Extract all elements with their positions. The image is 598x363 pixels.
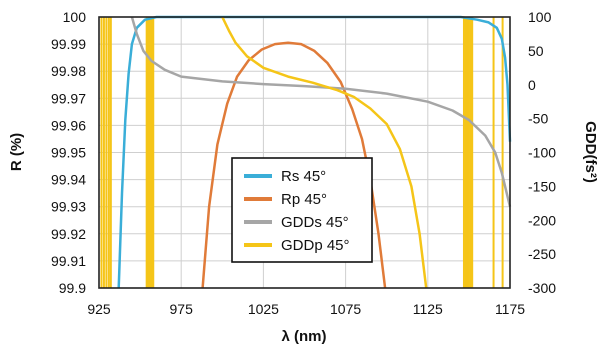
y-right-tick-label: -200 bbox=[528, 212, 556, 228]
plot-frame bbox=[98, 16, 511, 289]
legend-label: GDDs 45° bbox=[281, 214, 349, 231]
y-right-tick-label: 100 bbox=[528, 9, 552, 25]
y-left-tick-label: 99.96 bbox=[51, 117, 86, 133]
y-left-tick-label: 100 bbox=[63, 9, 87, 25]
legend-label: Rs 45° bbox=[281, 168, 326, 185]
y-left-tick-label: 99.98 bbox=[51, 63, 86, 79]
x-tick-label: 925 bbox=[87, 301, 111, 317]
y-right-axis-label: GDD(fs²) bbox=[582, 121, 598, 183]
x-tick-label: 1075 bbox=[330, 301, 361, 317]
y-left-axis-label: R (%) bbox=[8, 133, 25, 171]
y-left-tick-label: 99.91 bbox=[51, 253, 86, 269]
y-left-tick-label: 99.92 bbox=[51, 226, 86, 242]
y-right-tick-label: 50 bbox=[528, 43, 544, 59]
resonance-bands bbox=[100, 17, 504, 288]
legend-label: Rp 45° bbox=[281, 191, 327, 208]
y-left-tick-label: 99.9 bbox=[59, 280, 86, 296]
y-left-tick-label: 99.99 bbox=[51, 36, 86, 52]
y-right-tick-label: 0 bbox=[528, 77, 536, 93]
y-left-tick-label: 99.97 bbox=[51, 90, 86, 106]
y-right-tick-label: -250 bbox=[528, 246, 556, 262]
y-left-tick-label: 99.94 bbox=[51, 172, 86, 188]
x-tick-label: 1175 bbox=[495, 301, 525, 317]
series-line bbox=[221, 16, 428, 289]
x-tick-label: 1025 bbox=[248, 301, 279, 317]
y-right-tick-label: -100 bbox=[528, 145, 556, 161]
x-tick-label: 975 bbox=[170, 301, 194, 317]
legend-label: GDDp 45° bbox=[281, 237, 350, 254]
y-left-tick-label: 99.93 bbox=[51, 199, 86, 215]
y-right-tick-label: -300 bbox=[528, 280, 556, 296]
x-axis-label: λ (nm) bbox=[282, 328, 327, 345]
x-tick-label: 1125 bbox=[413, 301, 443, 317]
series-line bbox=[201, 41, 387, 289]
y-right-tick-label: -150 bbox=[528, 178, 556, 194]
y-left-tick-label: 99.95 bbox=[51, 145, 86, 161]
y-right-tick-label: -50 bbox=[528, 111, 548, 127]
legend: Rs 45° Rp 45° GDDs 45° GDDp 45° bbox=[231, 157, 373, 263]
tick-labels: 925 975 1025 1075 1125 1175 100 99.99 99.98 99.97… bbox=[51, 9, 556, 317]
